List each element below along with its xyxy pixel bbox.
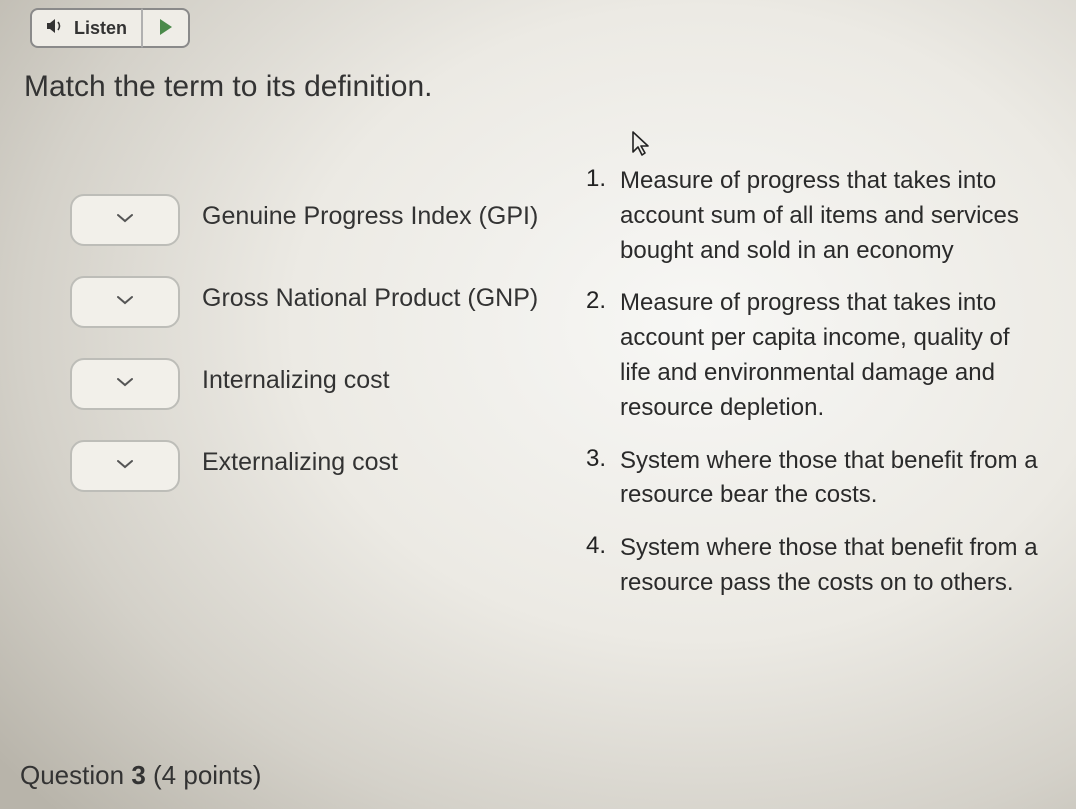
chevron-down-icon <box>116 457 134 475</box>
definitions-column: 1. Measure of progress that takes into a… <box>580 164 1056 619</box>
definition-number: 1. <box>580 164 606 268</box>
listen-toolbar: Listen <box>30 8 1056 48</box>
definition-number: 4. <box>580 531 606 601</box>
question-footer: Question 3 (4 points) <box>20 760 261 791</box>
term-label: Gross National Product (GNP) <box>202 276 538 316</box>
term-label: Internalizing cost <box>202 358 390 398</box>
definition-text: System where those that benefit from a r… <box>620 531 1046 601</box>
match-dropdown-1[interactable] <box>70 194 180 246</box>
question-points: (4 points) <box>153 760 261 790</box>
definition-text: Measure of progress that takes into acco… <box>620 164 1046 268</box>
definition-text: System where those that benefit from a r… <box>620 444 1046 514</box>
match-dropdown-3[interactable] <box>70 358 180 410</box>
definition-text: Measure of progress that takes into acco… <box>620 286 1046 425</box>
terms-column: Genuine Progress Index (GPI) Gross Natio… <box>20 164 540 619</box>
definition-number: 3. <box>580 444 606 514</box>
chevron-down-icon <box>116 211 134 229</box>
term-label: Genuine Progress Index (GPI) <box>202 194 538 234</box>
question-word: Question <box>20 760 124 790</box>
term-row: Externalizing cost <box>70 440 540 492</box>
chevron-down-icon <box>116 375 134 393</box>
term-label: Externalizing cost <box>202 440 398 480</box>
term-row: Internalizing cost <box>70 358 540 410</box>
question-number: 3 <box>131 760 145 790</box>
listen-button[interactable]: Listen <box>30 8 142 48</box>
listen-label: Listen <box>74 18 127 39</box>
cursor-icon <box>630 130 652 163</box>
play-icon <box>158 18 174 39</box>
chevron-down-icon <box>116 293 134 311</box>
question-prompt: Match the term to its definition. <box>24 70 1056 104</box>
definition-item: 4. System where those that benefit from … <box>580 531 1046 601</box>
match-dropdown-2[interactable] <box>70 276 180 328</box>
definition-item: 1. Measure of progress that takes into a… <box>580 164 1046 268</box>
play-button[interactable] <box>142 8 190 48</box>
speaker-icon <box>46 17 66 40</box>
term-row: Gross National Product (GNP) <box>70 276 540 328</box>
definition-item: 3. System where those that benefit from … <box>580 444 1046 514</box>
term-row: Genuine Progress Index (GPI) <box>70 194 540 246</box>
definition-item: 2. Measure of progress that takes into a… <box>580 286 1046 425</box>
match-dropdown-4[interactable] <box>70 440 180 492</box>
definition-number: 2. <box>580 286 606 425</box>
